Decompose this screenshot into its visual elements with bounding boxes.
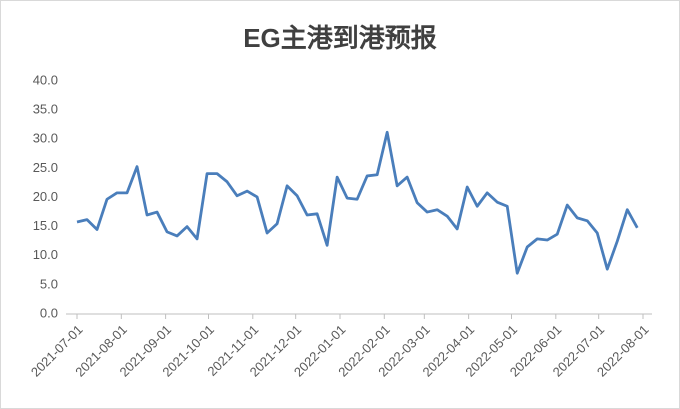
y-tick-label: 20.0 <box>33 189 58 204</box>
y-tick-label: 5.0 <box>40 276 58 291</box>
y-tick-label: 25.0 <box>33 160 58 175</box>
y-tick-label: 10.0 <box>33 247 58 262</box>
y-tick-label: 35.0 <box>33 102 58 117</box>
line <box>76 130 639 275</box>
y-tick-label: 0.0 <box>40 305 58 320</box>
chart-title: EG主港到港预报 <box>243 23 437 53</box>
y-tick-label: 30.0 <box>33 131 58 146</box>
y-tick-label: 40.0 <box>33 72 58 87</box>
y-tick-label: 15.0 <box>33 218 58 233</box>
